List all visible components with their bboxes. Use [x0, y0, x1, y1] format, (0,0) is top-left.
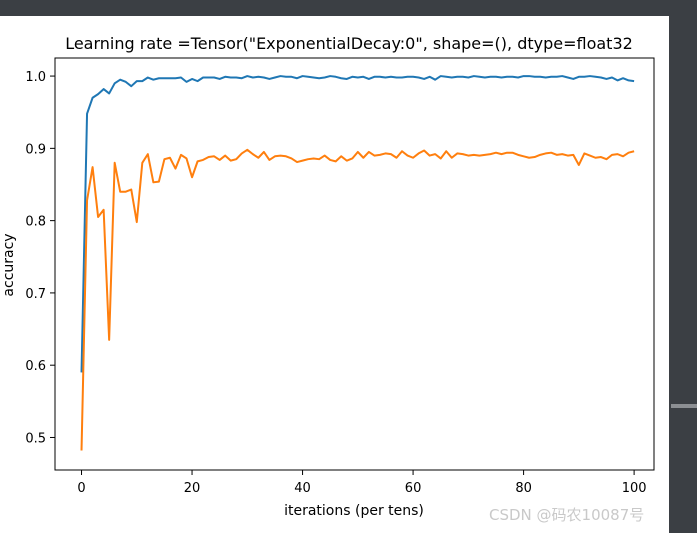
x-axis-ticks: 0 20 40 60 80 100 [77, 470, 647, 496]
x-tick-label: 80 [515, 481, 532, 496]
x-tick-label: 100 [622, 481, 647, 496]
plot-area-frame [54, 57, 655, 471]
x-tick-label: 60 [405, 481, 422, 496]
window-top-bar [0, 0, 697, 16]
y-tick-label: 0.5 [25, 431, 46, 446]
y-tick-label: 0.7 [25, 287, 46, 302]
x-axis-label: iterations (per tens) [284, 503, 424, 519]
x-tick-label: 0 [77, 481, 85, 496]
y-axis-ticks: 0.5 0.6 0.7 0.8 0.9 1.0 [25, 70, 55, 446]
x-tick-label: 40 [294, 481, 311, 496]
y-tick-label: 0.8 [25, 215, 46, 230]
y-tick-label: 0.6 [25, 359, 46, 374]
right-side-strip [669, 0, 697, 533]
series-layer [80, 75, 635, 451]
y-tick-label: 1.0 [25, 70, 46, 85]
series-line-2 [80, 148, 635, 451]
y-tick-label: 0.9 [25, 142, 46, 157]
chart-title: Learning rate =Tensor("ExponentialDecay:… [65, 34, 633, 53]
watermark: CSDN @码农10087号 [489, 506, 645, 524]
x-tick-label: 20 [184, 481, 201, 496]
y-axis-label: accuracy [1, 233, 17, 296]
divider-line [671, 404, 697, 408]
series-line-1 [80, 75, 635, 373]
